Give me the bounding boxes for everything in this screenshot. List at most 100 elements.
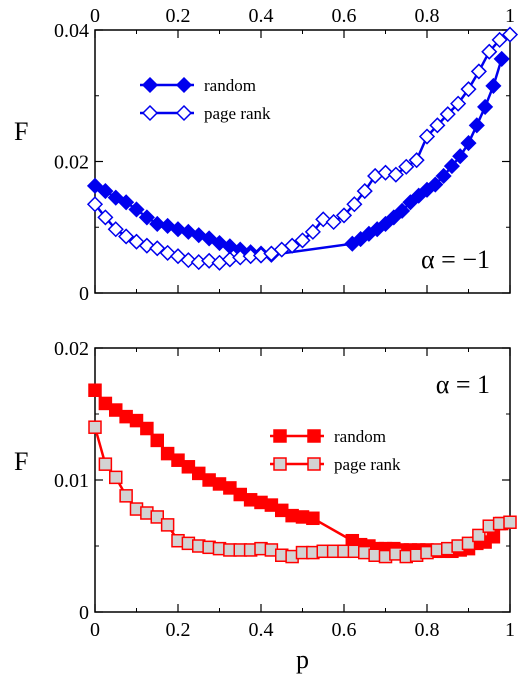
data-point (180, 252, 197, 269)
data-point (346, 196, 363, 213)
data-point (150, 433, 164, 448)
data-point (470, 63, 487, 80)
series-random (88, 383, 509, 559)
x-tick-label: 0.8 (415, 5, 440, 27)
x-axis-label: p (296, 645, 309, 674)
x-tick-label: 0.2 (166, 5, 191, 27)
series-random (86, 50, 510, 263)
data-point (149, 215, 166, 233)
data-point (356, 183, 373, 200)
data-point (284, 237, 301, 254)
legend-marker (307, 457, 321, 471)
legend-marker (273, 429, 287, 443)
x-tick-label: 0 (90, 619, 100, 641)
x-tick-label: 1 (505, 5, 515, 27)
y-tick-label: 0.02 (54, 152, 89, 174)
chart-panel-top: 0 0.2 0.4 0.6 0.8 1 0 0.02 0.04 Fα = −1 random page… (14, 5, 518, 305)
data-point (477, 98, 494, 115)
data-point (461, 536, 476, 551)
legend-label: random (334, 427, 386, 446)
data-point (201, 252, 218, 269)
x-tick-label: 0 (90, 5, 100, 27)
legend-label: random (204, 76, 256, 95)
data-point (503, 515, 517, 529)
x-tick-label: 0.8 (415, 619, 440, 641)
data-point (107, 221, 124, 238)
data-point (88, 383, 102, 397)
data-point (150, 510, 164, 524)
data-point (128, 201, 145, 218)
data-point (427, 176, 444, 193)
legend: random page rank (270, 427, 401, 474)
x-tick-label: 1 (505, 619, 515, 641)
y-tick-label: 0.02 (54, 338, 89, 360)
legend: random page rank (140, 76, 271, 123)
alpha-annotation: α = 1 (436, 370, 490, 399)
data-point (443, 158, 460, 175)
data-point (435, 167, 452, 185)
legend-label: page rank (204, 104, 271, 123)
y-tick-label: 0.01 (54, 470, 89, 492)
data-point (408, 152, 425, 169)
y-tick-label: 0 (79, 283, 89, 305)
legend-marker (307, 429, 321, 443)
series-line (94, 389, 503, 553)
legend-marker (141, 76, 159, 94)
alpha-annotation: α = −1 (421, 245, 490, 274)
data-point (294, 232, 311, 249)
data-point (418, 128, 436, 145)
chart-panel-bottom: 0 0.2 0.4 0.6 0.8 1 0 0.01 0.02 Fp α = 1 random page… (14, 338, 517, 674)
data-point (306, 511, 320, 526)
data-point (304, 223, 321, 240)
data-point (118, 194, 135, 211)
data-point (485, 77, 502, 94)
data-point (86, 177, 104, 194)
x-tick-label: 0.6 (332, 5, 357, 27)
data-point (501, 26, 518, 43)
data-point (468, 117, 485, 134)
series-page-rank (86, 26, 518, 271)
data-point (109, 470, 123, 485)
data-point (377, 164, 394, 181)
data-point (140, 421, 154, 436)
data-point (398, 158, 415, 175)
y-tick-label: 0.04 (54, 20, 89, 42)
y-tick-label: 0 (79, 602, 89, 624)
legend-marker (141, 104, 159, 122)
data-point (481, 43, 498, 60)
data-point (86, 196, 104, 213)
data-point (119, 489, 133, 503)
data-point (387, 166, 404, 183)
data-point (129, 413, 144, 428)
data-point (491, 31, 508, 48)
data-point (460, 135, 477, 152)
data-point (439, 106, 456, 123)
data-point (394, 202, 411, 219)
series-page-rank (88, 420, 517, 564)
data-point (429, 117, 446, 134)
data-point (335, 207, 353, 224)
legend-marker (273, 457, 287, 471)
data-point (97, 209, 114, 226)
x-tick-label: 0.4 (249, 619, 274, 641)
y-axis-label: F (14, 447, 28, 476)
data-point (88, 420, 102, 434)
data-point (118, 228, 135, 245)
x-tick-label: 0.4 (249, 5, 274, 27)
data-point (460, 81, 477, 98)
legend-marker (175, 76, 193, 94)
y-axis-label: F (14, 117, 28, 146)
legend-marker (175, 104, 193, 122)
data-point (450, 95, 467, 112)
data-point (493, 50, 510, 67)
x-tick-label: 0.6 (332, 619, 357, 641)
data-point (138, 209, 155, 226)
legend-label: page rank (334, 455, 401, 474)
data-point (98, 457, 113, 471)
x-tick-label: 0.2 (166, 619, 191, 641)
data-point (472, 528, 486, 543)
data-point (97, 183, 114, 200)
data-point (452, 148, 469, 165)
data-point (325, 213, 342, 231)
